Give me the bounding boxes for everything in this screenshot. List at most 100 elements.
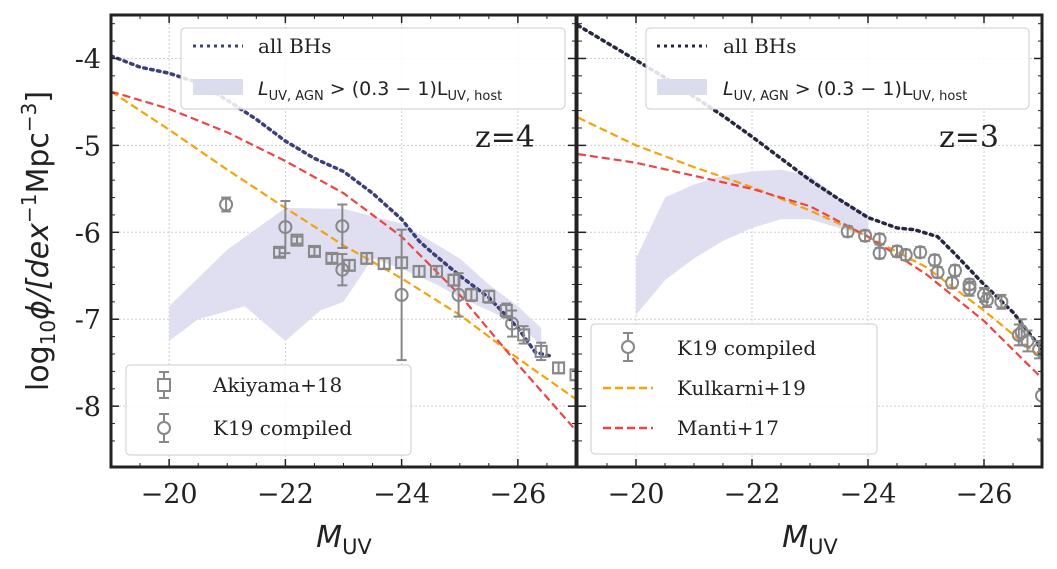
left-legend-bottom: Akiyama+18 K19 compiled <box>125 364 412 456</box>
x-tick-label: −20 <box>608 479 665 510</box>
legend-label-all-bhs: all BHs <box>723 34 796 58</box>
left-panel-band-layer <box>169 207 542 346</box>
x-tick-label: −20 <box>141 479 198 510</box>
circle-marker <box>1035 388 1042 403</box>
square-marker <box>430 264 443 278</box>
akiyama-point <box>377 257 391 271</box>
legend-label-kulkarni: Kulkarni+19 <box>677 376 806 400</box>
k19-point <box>1032 339 1042 360</box>
square-marker <box>307 244 321 258</box>
circle-marker <box>979 293 994 308</box>
circle-marker <box>994 294 1009 309</box>
circle-marker <box>335 262 350 277</box>
k19-point <box>898 247 913 262</box>
right-x-axis-title: MUV <box>782 520 838 559</box>
line-manti-17 <box>578 152 1042 380</box>
y-axis-title: log10ϕ/[dex−1Mpc−3] <box>17 91 60 391</box>
circle-marker <box>394 287 409 302</box>
square-marker <box>534 344 548 358</box>
k19-point <box>962 280 977 297</box>
akiyama-point <box>482 289 496 304</box>
y-tick-label: -5 <box>75 131 101 162</box>
agn-band-region <box>169 207 542 346</box>
akiyama-point <box>552 361 566 375</box>
right-legend-bottom: K19 compiled Kulkarni+19 Manti+17 <box>590 323 878 455</box>
y-tick-label: -7 <box>75 305 101 336</box>
akiyama-point <box>290 233 304 247</box>
legend-swatch-band <box>657 79 707 95</box>
k19-point <box>505 309 520 338</box>
y-tick-label: -8 <box>75 392 101 423</box>
x-tick-label: −24 <box>373 479 430 510</box>
left-x-axis-title: MUV <box>316 520 372 559</box>
circle-marker <box>219 197 234 212</box>
k19-point <box>872 232 887 247</box>
k19-point <box>840 224 855 239</box>
axis-ticks: −20 −22 −24 −26 -4 -5 -6 -7 -8 −20 −22 −24 −26 <box>75 15 1043 510</box>
k19-point <box>913 245 928 260</box>
k19-point <box>930 265 945 280</box>
line-kulkarni-19 <box>111 90 576 401</box>
right-panel-points <box>840 224 1042 441</box>
right-legend-top-box <box>645 27 1030 110</box>
legend-swatch-k19-marker <box>621 340 635 354</box>
circle-marker <box>913 245 928 260</box>
left-legend-top: all BHs LUV, AGN > (0.3 − 1)LUV, host <box>180 27 566 110</box>
square-marker <box>569 368 576 382</box>
circle-marker <box>278 220 293 235</box>
legend-label-akiyama: Akiyama+18 <box>212 373 342 397</box>
circle-marker <box>335 219 350 234</box>
x-tick-label: −24 <box>840 479 897 510</box>
akiyama-point <box>517 325 531 345</box>
k19-point <box>278 200 293 255</box>
legend-label-band: LUV, AGN > (0.3 − 1)LUV, host <box>723 78 967 104</box>
square-marker <box>552 361 566 375</box>
legend-label-k19: K19 compiled <box>677 336 816 360</box>
k19-point <box>1035 351 1042 441</box>
square-marker <box>360 251 374 265</box>
k19-point <box>335 253 350 287</box>
y-tick-label: -4 <box>75 44 101 75</box>
k19-point <box>451 272 466 318</box>
circle-marker <box>945 275 960 290</box>
akiyama-point <box>342 258 356 272</box>
k19-point <box>872 246 887 261</box>
k19-point <box>335 203 350 249</box>
x-tick-label: −26 <box>489 479 546 510</box>
square-marker <box>482 290 496 304</box>
square-marker <box>290 233 304 247</box>
akiyama-point <box>534 341 548 362</box>
k19-point <box>1020 329 1035 353</box>
k19-point <box>394 228 409 362</box>
square-marker <box>412 264 426 278</box>
x-tick-label: −26 <box>956 479 1013 510</box>
circle-marker <box>858 228 873 243</box>
right-panel-redshift-label: z=3 <box>939 120 999 155</box>
left-legend-top-box <box>180 27 566 110</box>
square-marker <box>342 258 356 272</box>
right-legend-top: all BHs LUV, AGN > (0.3 − 1)LUV, host <box>645 27 1030 110</box>
square-marker <box>517 328 531 342</box>
legend-swatch-k19-marker <box>157 421 171 435</box>
left-panel-points <box>219 196 576 382</box>
x-tick-label: −22 <box>724 479 781 510</box>
left-panel-redshift-label: z=4 <box>475 120 535 155</box>
circle-marker <box>872 246 887 261</box>
square-marker <box>325 251 339 265</box>
legend-label-all-bhs: all BHs <box>258 34 331 58</box>
circle-marker <box>962 281 977 296</box>
legend-label-manti: Manti+17 <box>677 416 779 440</box>
square-marker <box>377 257 391 271</box>
left-legend-bottom-box <box>125 364 412 456</box>
k19-point <box>979 292 994 309</box>
akiyama-point <box>412 264 426 278</box>
circle-marker <box>840 224 855 239</box>
akiyama-point <box>360 251 374 265</box>
legend-swatch-band <box>193 79 243 95</box>
circle-marker <box>451 287 466 302</box>
legend-label-band: LUV, AGN > (0.3 − 1)LUV, host <box>258 78 502 104</box>
circle-marker <box>898 247 913 262</box>
circle-marker <box>930 265 945 280</box>
k19-point <box>945 275 960 290</box>
